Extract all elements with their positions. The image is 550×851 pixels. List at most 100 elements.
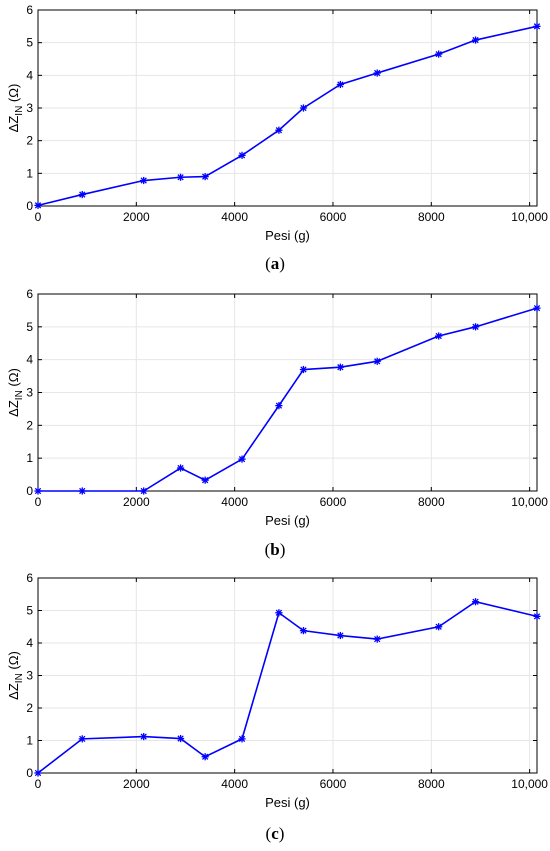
marker-stroke (34, 202, 42, 209)
marker-stroke (201, 753, 209, 760)
data-point (238, 151, 246, 159)
data-point (299, 104, 308, 112)
marker-stroke (79, 191, 86, 198)
y-axis-label: ΔZIN (Ω) (6, 368, 25, 417)
y-tick-label: 5 (26, 604, 33, 618)
marker-stroke (472, 36, 479, 44)
marker-stroke (275, 609, 283, 616)
data-point (336, 80, 344, 89)
data-point (140, 733, 148, 741)
marker-stroke (435, 50, 442, 58)
chart-panel-b: 0 2000 4000 6000 8000 10,000 0 1 2 3 4 5 6 Pesi (g) ΔZ… (0, 282, 550, 566)
y-tick-label: 1 (26, 166, 33, 180)
data-point (238, 455, 246, 463)
marker-stroke (337, 632, 344, 639)
marker-stroke (374, 635, 381, 643)
data-point (275, 402, 283, 410)
y-tick-label: 6 (26, 571, 33, 585)
x-tick-label: 4000 (221, 210, 248, 224)
data-point (34, 201, 42, 209)
x-axis-label: Pesi (g) (265, 513, 310, 528)
y-tick-label: 4 (26, 353, 33, 367)
data-point (78, 735, 86, 743)
marker-stroke (533, 304, 541, 312)
data-point (533, 612, 541, 620)
data-point (373, 635, 381, 643)
panel-caption-c: (c) (265, 824, 285, 843)
x-tick-label: 0 (35, 777, 42, 791)
data-point (373, 69, 381, 77)
data-point (435, 623, 443, 631)
y-tick-label: 4 (26, 636, 33, 650)
data-point (140, 487, 148, 495)
data-point (435, 332, 443, 340)
data-point (275, 126, 283, 134)
y-tick-label: 0 (26, 484, 33, 498)
marker-stroke (177, 464, 184, 472)
marker-stroke (79, 735, 86, 743)
marker-stroke (300, 366, 307, 373)
panel-caption-b: (b) (264, 540, 286, 559)
y-tick-label: 2 (26, 418, 33, 432)
y-tick-label: 0 (26, 199, 33, 213)
marker-stroke (201, 477, 209, 484)
marker-stroke (337, 364, 344, 371)
y-axis-label: ΔZIN (Ω) (6, 651, 25, 700)
chart-a-svg: 0 2000 4000 6000 8000 10,000 0 1 2 3 4 5 6 Pesi (g) ΔZ… (6, 3, 548, 243)
x-tick-label: 6000 (320, 210, 347, 224)
data-point (471, 598, 480, 606)
data-point (176, 464, 185, 472)
data-point (275, 609, 283, 617)
y-tick-label: 4 (26, 68, 33, 82)
x-tick-label: 10,000 (511, 210, 548, 224)
data-point (78, 487, 86, 495)
x-tick-label: 6000 (320, 777, 347, 791)
series-line (37, 600, 538, 774)
marker-stroke (238, 455, 246, 463)
marker-stroke (275, 127, 283, 134)
data-point (471, 36, 480, 44)
y-axis-label: ΔZIN (Ω) (6, 84, 25, 133)
x-tick-label: 8000 (418, 210, 445, 224)
y-tick-label: 6 (26, 287, 33, 301)
data-point (238, 735, 246, 743)
y-tick-label: 5 (26, 36, 33, 50)
y-tick-label: 6 (26, 3, 33, 17)
data-point (34, 487, 42, 495)
series-line (37, 25, 538, 207)
y-tick-label: 3 (26, 101, 33, 115)
chart-panel-c: 0 2000 4000 6000 8000 10,000 0 1 2 3 4 5 6 Pesi (g) ΔZ… (0, 566, 550, 851)
marker-stroke (140, 177, 147, 184)
data-point (201, 753, 209, 761)
marker-stroke (533, 613, 541, 620)
marker-stroke (300, 104, 307, 112)
y-tick-label: 5 (26, 320, 33, 334)
marker-stroke (177, 735, 184, 742)
marker-stroke (374, 358, 381, 365)
marker-stroke (34, 769, 42, 777)
marker-stroke (533, 23, 541, 30)
data-point (299, 365, 308, 374)
x-tick-label: 8000 (418, 777, 445, 791)
x-tick-label: 0 (35, 495, 42, 509)
panel-caption-a: (a) (265, 254, 285, 273)
marker-stroke (472, 323, 479, 330)
x-tick-label: 4000 (221, 495, 248, 509)
chart-b-svg: 0 2000 4000 6000 8000 10,000 0 1 2 3 4 5 6 Pesi (g) ΔZ… (6, 287, 548, 528)
data-point (176, 734, 185, 743)
marker-stroke (34, 487, 42, 495)
data-point (373, 357, 381, 365)
marker-stroke (472, 598, 479, 605)
data-point (201, 173, 209, 181)
marker-stroke (435, 623, 442, 630)
x-tick-label: 2000 (123, 210, 150, 224)
data-point (176, 173, 185, 181)
marker-stroke (275, 402, 283, 409)
marker-stroke (337, 81, 344, 88)
data-point (471, 323, 480, 331)
data-point (435, 50, 443, 58)
marker-stroke (140, 733, 147, 740)
x-tick-label: 10,000 (511, 777, 548, 791)
marker-stroke (374, 69, 381, 77)
marker-stroke (435, 332, 442, 340)
